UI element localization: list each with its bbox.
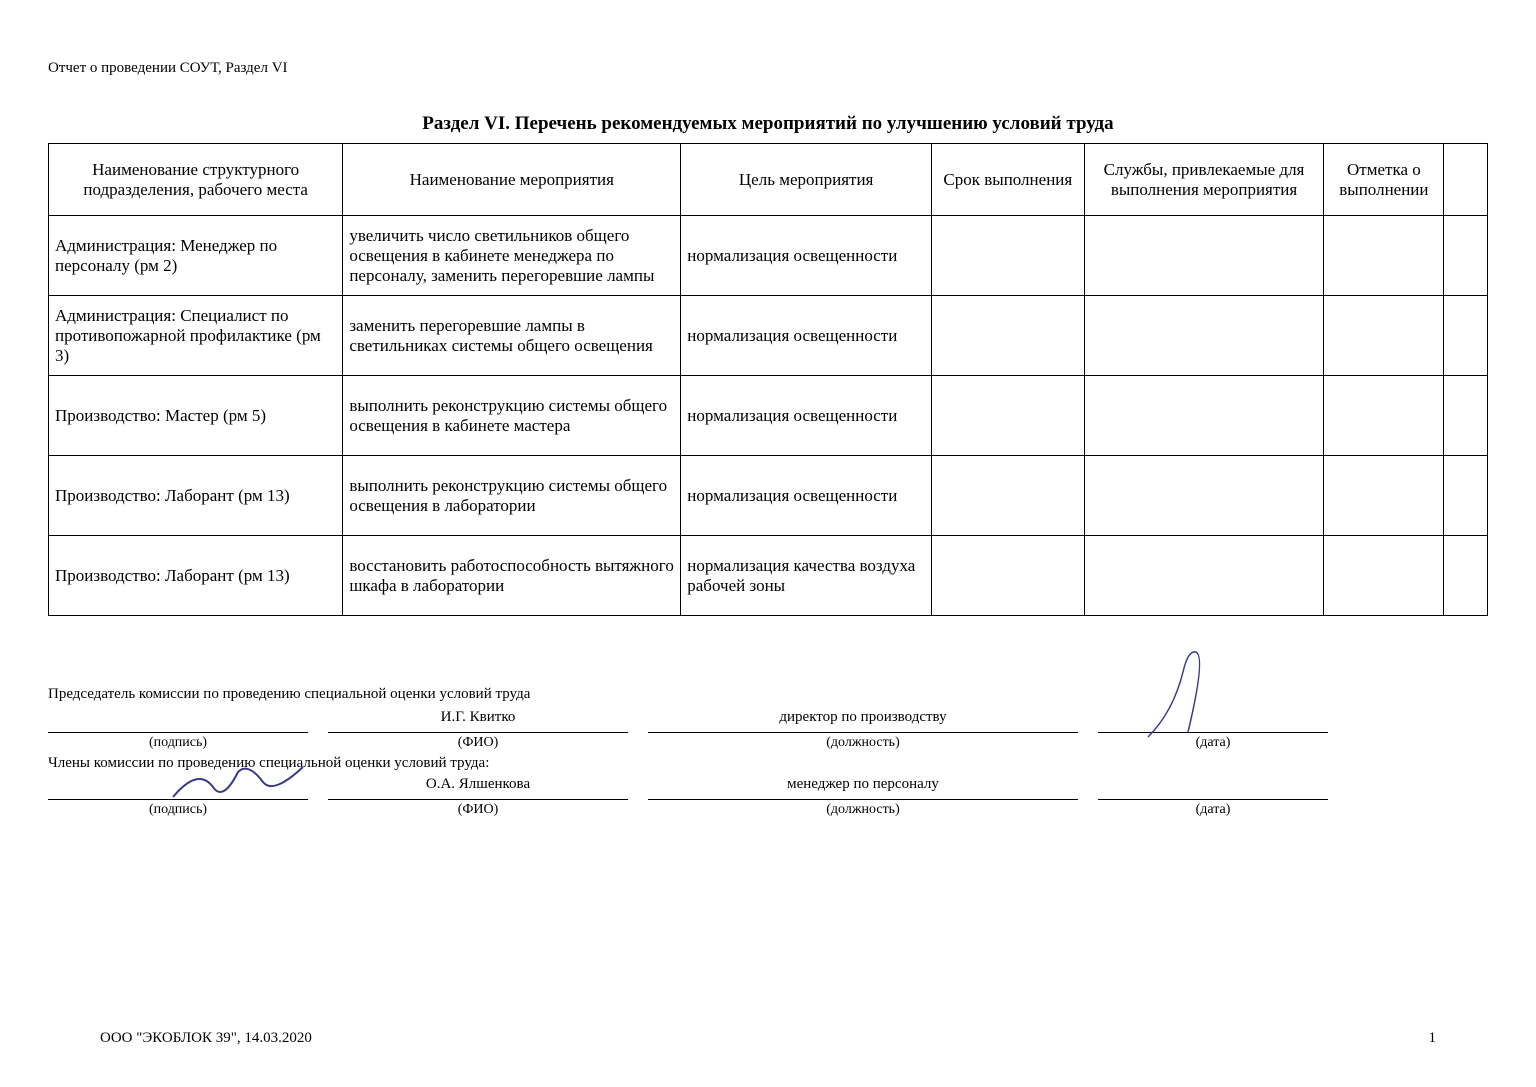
members-header: Члены комиссии по проведению специальной…: [48, 755, 1488, 772]
table-cell: [1444, 216, 1488, 296]
table-cell: [1444, 536, 1488, 616]
member1-signature-row: О.А. Ялшенкова менеджер по персоналу: [48, 776, 1488, 800]
table-cell: [1084, 216, 1324, 296]
th-services: Службы, привлекаемые для выполнения меро…: [1084, 144, 1324, 216]
table-row: Производство: Мастер (рм 5)выполнить рек…: [49, 376, 1488, 456]
th-department: Наименование структурного подразделения,…: [49, 144, 343, 216]
table-cell: [1324, 376, 1444, 456]
th-deadline: Срок выполнения: [932, 144, 1085, 216]
table-cell: нормализация освещенности: [681, 216, 932, 296]
table-cell: нормализация освещенности: [681, 456, 932, 536]
th-goal: Цель мероприятия: [681, 144, 932, 216]
table-cell: [1324, 296, 1444, 376]
table-cell: Администрация: Специалист по противопожа…: [49, 296, 343, 376]
caption-sign: (подпись): [48, 735, 308, 751]
table-cell: [1324, 456, 1444, 536]
table-cell: [1324, 216, 1444, 296]
report-header: Отчет о проведении СОУТ, Раздел VI: [48, 60, 1488, 77]
th-activity: Наименование мероприятия: [343, 144, 681, 216]
member1-caption-row: (подпись) (ФИО) (должность) (дата): [48, 802, 1488, 818]
caption-date: (дата): [1098, 735, 1328, 751]
chair-date-cell: [1098, 709, 1328, 733]
table-cell: нормализация качества воздуха рабочей зо…: [681, 536, 932, 616]
table-cell: нормализация освещенности: [681, 376, 932, 456]
chair-signature-cell: [48, 709, 308, 733]
footer-page: 1: [1429, 1030, 1437, 1047]
recommendations-table: Наименование структурного подразделения,…: [48, 143, 1488, 616]
table-cell: выполнить реконструкцию системы общего о…: [343, 376, 681, 456]
caption-date-2: (дата): [1098, 802, 1328, 818]
table-cell: [1084, 536, 1324, 616]
table-row: Производство: Лаборант (рм 13)выполнить …: [49, 456, 1488, 536]
signature-block: Председатель комиссии по проведению спец…: [48, 686, 1488, 818]
chair-fio-cell: И.Г. Квитко: [328, 709, 628, 733]
caption-fio: (ФИО): [328, 735, 628, 751]
table-cell: Производство: Лаборант (рм 13): [49, 536, 343, 616]
table-cell: [932, 296, 1085, 376]
caption-position: (должность): [648, 735, 1078, 751]
member1-date-cell: [1098, 776, 1328, 800]
footer-org: ООО "ЭКОБЛОК 39", 14.03.2020: [100, 1030, 312, 1047]
table-cell: [932, 536, 1085, 616]
table-cell: Производство: Мастер (рм 5): [49, 376, 343, 456]
table-cell: заменить перегоревшие лампы в светильник…: [343, 296, 681, 376]
table-cell: [1444, 296, 1488, 376]
chair-caption-row: (подпись) (ФИО) (должность) (дата): [48, 735, 1488, 751]
chair-position-cell: директор по производству: [648, 709, 1078, 733]
th-empty: [1444, 144, 1488, 216]
chair-header: Председатель комиссии по проведению спец…: [48, 686, 1488, 703]
member1-position-cell: менеджер по персоналу: [648, 776, 1078, 800]
table-cell: Администрация: Менеджер по персоналу (рм…: [49, 216, 343, 296]
table-cell: [1084, 376, 1324, 456]
table-row: Администрация: Специалист по противопожа…: [49, 296, 1488, 376]
table-row: Производство: Лаборант (рм 13)восстанови…: [49, 536, 1488, 616]
caption-sign-2: (подпись): [48, 802, 308, 818]
table-cell: [932, 216, 1085, 296]
table-cell: [1444, 456, 1488, 536]
member1-fio-cell: О.А. Ялшенкова: [328, 776, 628, 800]
table-row: Администрация: Менеджер по персоналу (рм…: [49, 216, 1488, 296]
caption-position-2: (должность): [648, 802, 1078, 818]
table-cell: выполнить реконструкцию системы общего о…: [343, 456, 681, 536]
table-header-row: Наименование структурного подразделения,…: [49, 144, 1488, 216]
table-cell: восстановить работоспособность вытяжного…: [343, 536, 681, 616]
chair-signature-row: И.Г. Квитко директор по производству: [48, 709, 1488, 733]
th-mark: Отметка о выполнении: [1324, 144, 1444, 216]
table-cell: Производство: Лаборант (рм 13): [49, 456, 343, 536]
member1-signature-cell: [48, 776, 308, 800]
table-cell: [1084, 296, 1324, 376]
table-cell: [1324, 536, 1444, 616]
table-cell: [1444, 376, 1488, 456]
table-cell: [932, 456, 1085, 536]
caption-fio-2: (ФИО): [328, 802, 628, 818]
table-cell: увеличить число светильников общего осве…: [343, 216, 681, 296]
table-cell: нормализация освещенности: [681, 296, 932, 376]
table-cell: [1084, 456, 1324, 536]
page-footer: ООО "ЭКОБЛОК 39", 14.03.2020 1: [100, 1030, 1436, 1047]
table-cell: [932, 376, 1085, 456]
section-title: Раздел VI. Перечень рекомендуемых меропр…: [48, 113, 1488, 135]
